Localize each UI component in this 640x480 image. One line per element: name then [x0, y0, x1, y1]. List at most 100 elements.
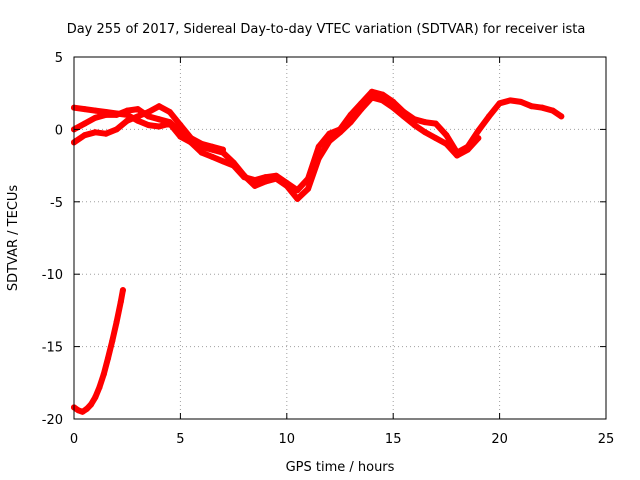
data-point	[166, 119, 173, 126]
data-point	[88, 401, 95, 408]
data-point	[177, 122, 184, 129]
data-point	[549, 107, 556, 114]
x-tick-label: 25	[598, 432, 615, 447]
y-tick-label: -20	[42, 413, 63, 428]
data-point	[315, 155, 322, 162]
data-point	[145, 109, 152, 116]
data-point	[528, 103, 535, 110]
data-point	[134, 113, 141, 120]
data-point	[198, 140, 205, 147]
data-point	[305, 185, 312, 192]
data-point	[390, 104, 397, 111]
grid	[74, 57, 606, 419]
data-point	[188, 135, 195, 142]
data-point	[485, 113, 492, 120]
data-point	[134, 106, 141, 113]
data-point	[92, 394, 99, 401]
x-tick-label: 10	[279, 432, 296, 447]
axis-ticks: 0 5 10 15 20 25 -20 -15 -10 -5 0 5	[42, 51, 615, 447]
data-point	[81, 132, 88, 139]
y-tick-label: 5	[55, 51, 63, 66]
data-point	[379, 91, 386, 98]
data-point	[209, 143, 216, 150]
data-point	[156, 116, 163, 123]
data-point	[117, 298, 124, 305]
data-point	[443, 140, 450, 147]
data-point	[262, 178, 269, 185]
data-point	[102, 111, 109, 118]
data-point	[96, 384, 103, 391]
data-point	[432, 135, 439, 142]
data-point	[251, 182, 258, 189]
data-point	[79, 408, 86, 415]
plot-frame	[73, 56, 607, 420]
data-point	[411, 122, 418, 129]
y-axis-label: SDTVAR / TECUs	[6, 185, 21, 292]
data-point	[475, 127, 482, 134]
data-point	[443, 132, 450, 139]
data-point	[326, 137, 333, 144]
data-point	[315, 143, 322, 150]
y-tick-label: -10	[42, 268, 63, 283]
data-point	[83, 405, 90, 412]
data-point	[368, 94, 375, 101]
data-point	[209, 153, 216, 160]
data-point	[337, 129, 343, 136]
data-point	[400, 113, 407, 120]
data-point	[273, 175, 280, 182]
data-point	[156, 103, 163, 110]
data-point	[81, 120, 88, 127]
data-point	[105, 355, 112, 362]
data-point	[241, 172, 248, 179]
data-point	[475, 135, 482, 142]
data-point	[156, 123, 163, 130]
data-point	[368, 88, 375, 95]
data-point	[517, 98, 524, 105]
data-point	[166, 109, 173, 116]
y-tick-label: -5	[50, 196, 63, 211]
chart-title: Day 255 of 2017, Sidereal Day-to-day VTE…	[67, 22, 586, 37]
data-point	[558, 113, 565, 120]
data-point	[283, 182, 290, 189]
data-point	[113, 126, 120, 133]
data-series	[71, 88, 565, 415]
data-point	[496, 100, 503, 107]
data-point	[347, 119, 354, 126]
data-point	[379, 97, 386, 104]
data-point	[113, 318, 120, 325]
data-point	[219, 158, 226, 165]
data-point	[92, 107, 99, 114]
data-point	[124, 117, 131, 124]
x-tick-label: 20	[491, 432, 508, 447]
data-point	[422, 119, 429, 126]
y-tick-label: 0	[55, 123, 63, 138]
data-point	[109, 337, 116, 344]
y-tick-label: -15	[42, 341, 63, 356]
data-point	[294, 187, 301, 194]
x-tick-label: 15	[385, 432, 402, 447]
data-point	[422, 129, 429, 136]
data-point	[100, 371, 107, 378]
data-point	[219, 146, 226, 153]
data-point	[358, 106, 365, 113]
data-point	[507, 97, 514, 104]
data-point	[454, 152, 461, 159]
x-axis-label: GPS time / hours	[286, 460, 395, 475]
data-point	[198, 149, 205, 156]
data-point	[92, 129, 99, 136]
data-point	[92, 114, 99, 121]
data-point	[113, 111, 120, 118]
data-point	[81, 106, 88, 113]
data-point	[539, 104, 546, 111]
x-tick-label: 0	[70, 432, 78, 447]
data-point	[124, 107, 131, 114]
data-point	[145, 122, 152, 129]
x-tick-label: 5	[176, 432, 184, 447]
data-point	[102, 130, 109, 137]
data-point	[464, 146, 471, 153]
data-point	[294, 195, 301, 202]
data-point	[119, 287, 126, 294]
data-point	[326, 130, 333, 137]
